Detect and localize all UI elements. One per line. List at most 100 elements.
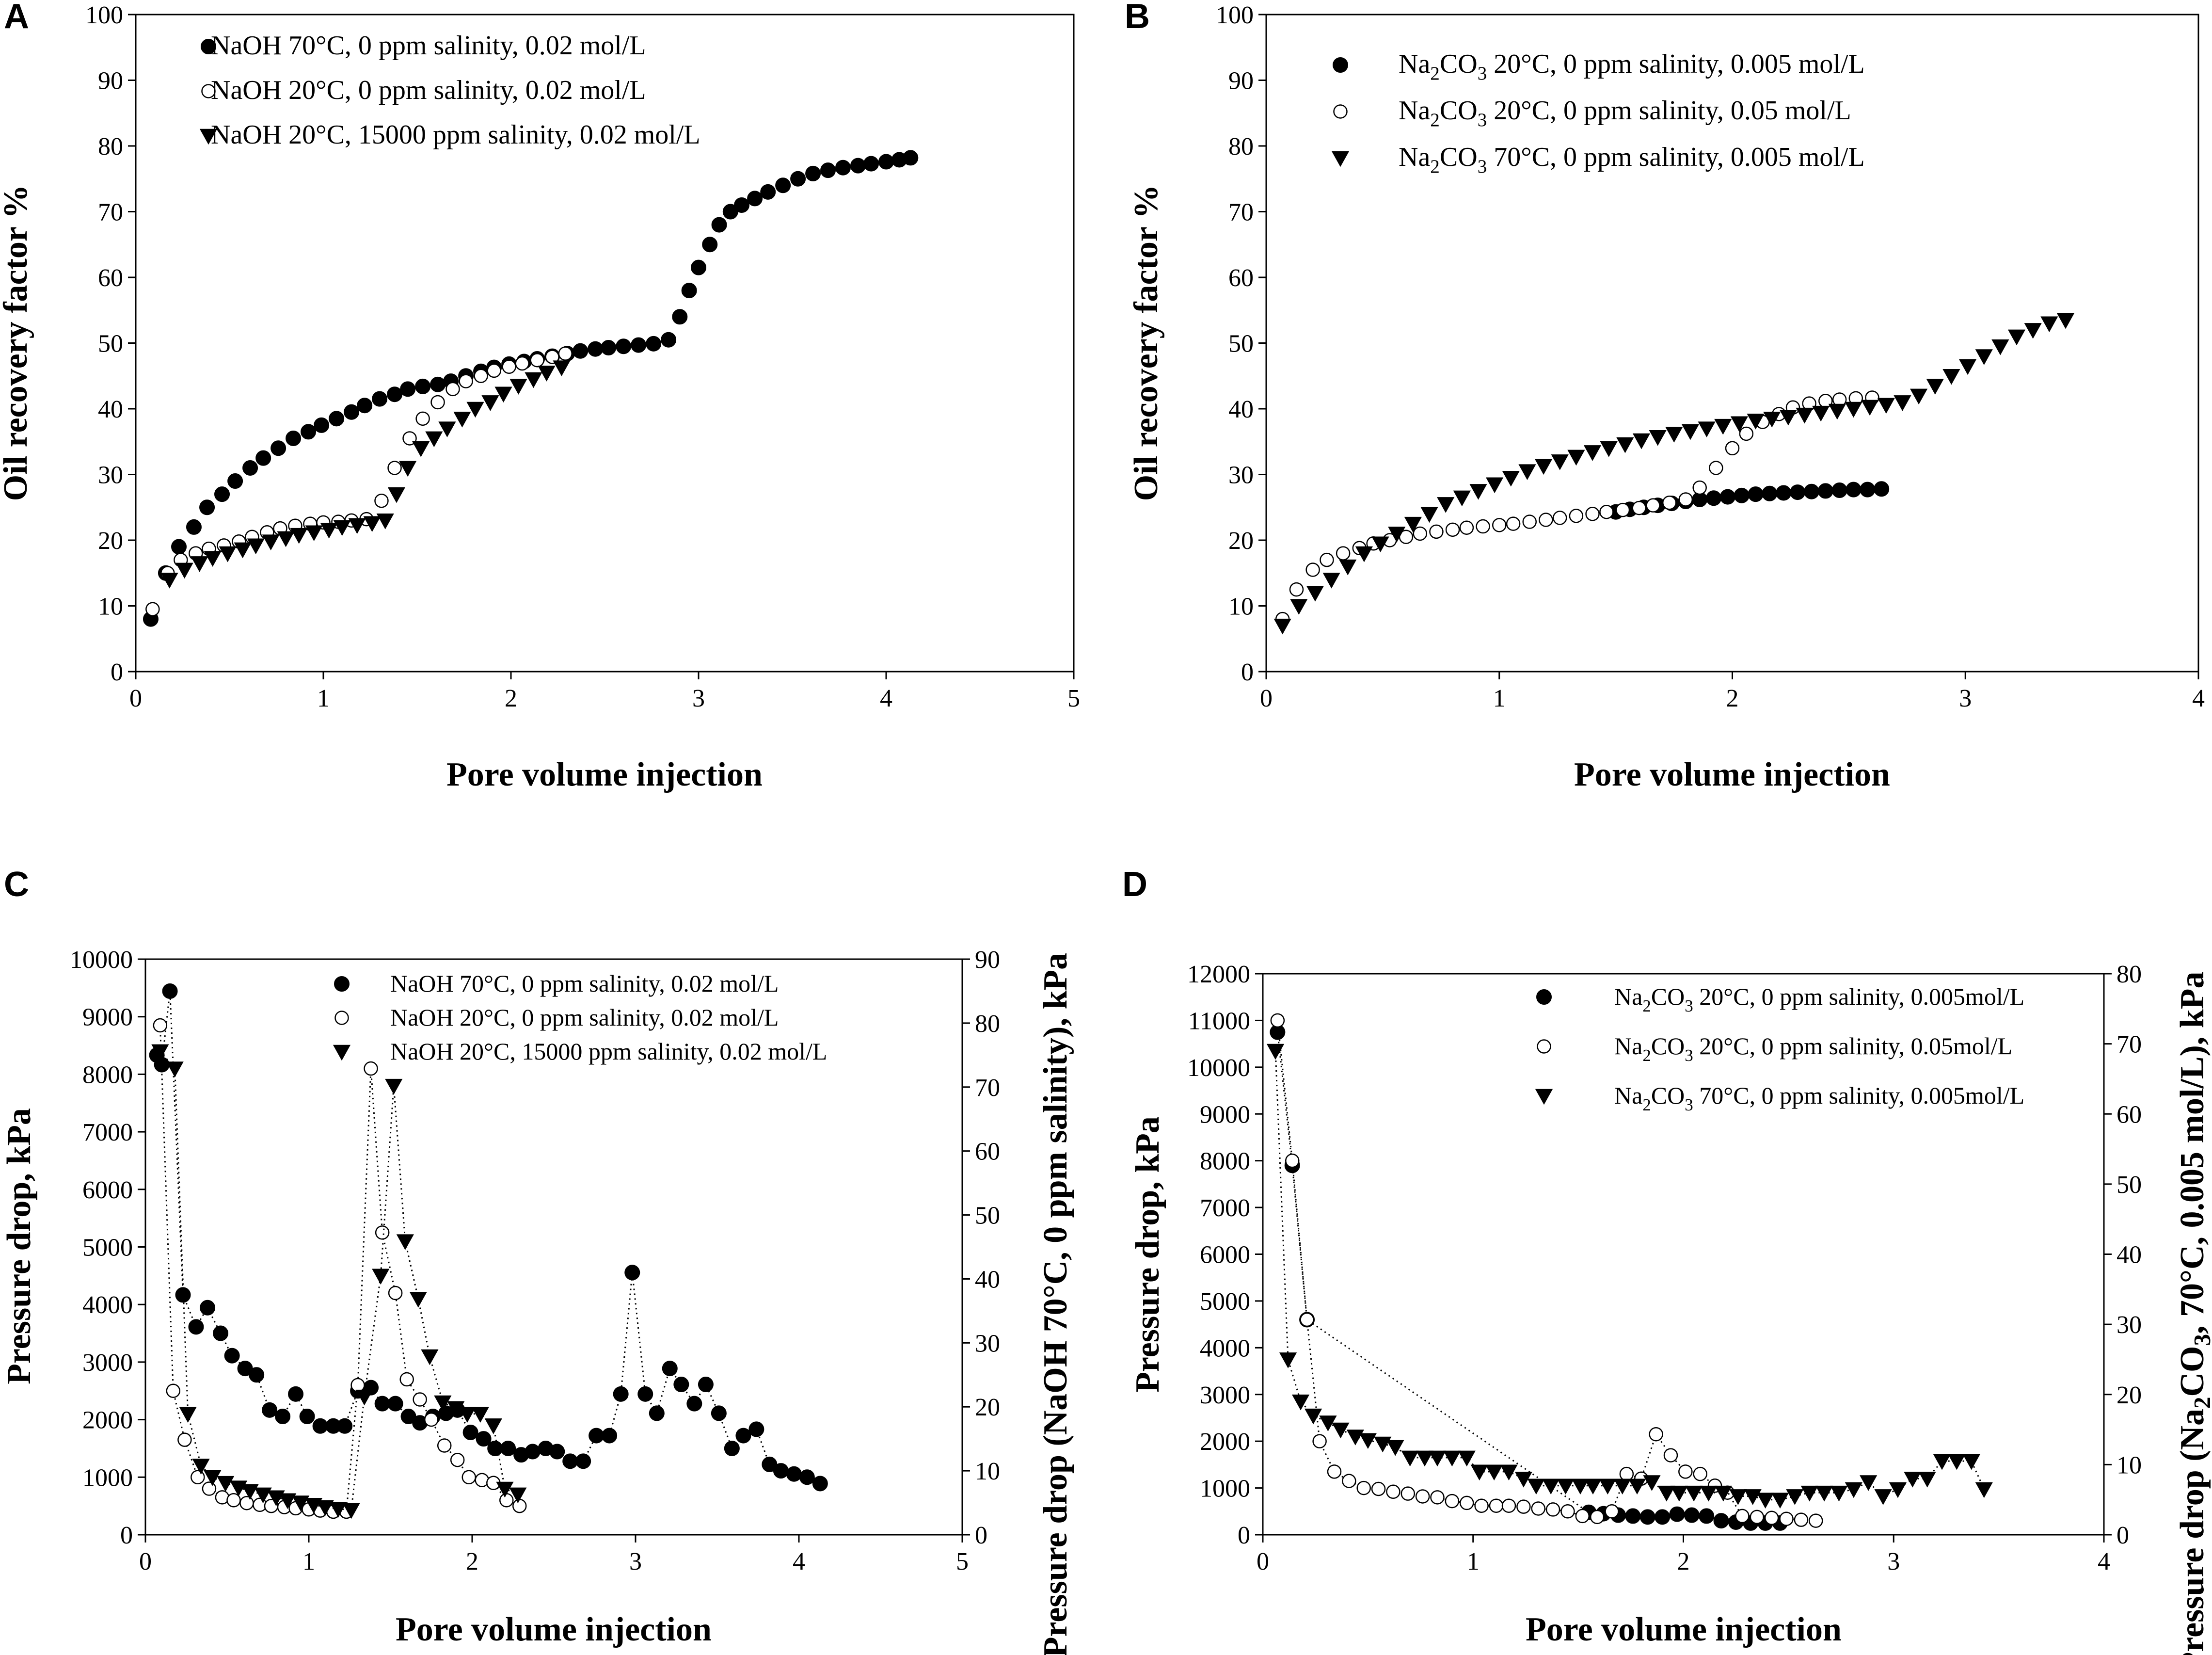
- data-point: [1926, 379, 1944, 395]
- data-point: [217, 1476, 235, 1492]
- data-point: [773, 1463, 789, 1479]
- data-point: [589, 1428, 605, 1444]
- data-point: [812, 1476, 828, 1492]
- legend-label: Na2CO3 70°C, 0 ppm salinity, 0.005mol/L: [1614, 1082, 2024, 1114]
- y-right-tick-label: 60: [975, 1138, 1000, 1166]
- legend: Na2CO3 20°C, 0 ppm salinity, 0.005mol/LN…: [1535, 983, 2024, 1114]
- data-point: [1861, 400, 1879, 416]
- data-point: [1416, 1450, 1434, 1467]
- data-point: [153, 1018, 168, 1033]
- data-point: [1584, 1478, 1602, 1495]
- x-axis-label: Pore volume injection: [446, 756, 763, 793]
- y-tick-label: 70: [98, 199, 123, 226]
- x-tick-label: 2: [466, 1548, 478, 1575]
- legend-label: Na2CO3 20°C, 0 ppm salinity, 0.005 mol/L: [1399, 49, 1865, 84]
- y-tick-label: 4000: [1200, 1334, 1250, 1362]
- data-point: [396, 1234, 414, 1250]
- series-connector-line: [159, 1050, 518, 1511]
- y-right-tick-label: 0: [2117, 1522, 2129, 1549]
- y-tick-label: 90: [1228, 67, 1254, 95]
- legend-label-part: CO: [1651, 1082, 1685, 1109]
- legend-label-part: CO: [1440, 96, 1478, 126]
- legend-marker: [1331, 151, 1350, 167]
- data-point: [1877, 398, 1895, 414]
- data-point: [1714, 418, 1732, 435]
- data-point: [290, 528, 308, 544]
- data-point: [192, 1459, 210, 1475]
- data-point: [1319, 1415, 1337, 1431]
- legend: Na2CO3 20°C, 0 ppm salinity, 0.005 mol/L…: [1331, 49, 1865, 177]
- data-point: [748, 1421, 764, 1437]
- data-point: [1657, 1485, 1675, 1502]
- x-tick-label: 4: [2192, 685, 2205, 712]
- data-point: [525, 372, 542, 388]
- data-point: [1796, 407, 1814, 424]
- data-point: [1714, 1485, 1733, 1502]
- data-point: [191, 556, 208, 572]
- data-point: [1764, 1510, 1779, 1526]
- data-point: [1794, 1512, 1809, 1527]
- data-point: [458, 1407, 476, 1423]
- data-point: [805, 165, 821, 181]
- data-point: [1779, 1511, 1794, 1526]
- y-right-axis-label-part: , 70°C, 0.005 mol/L), kPa: [2174, 972, 2211, 1334]
- data-point: [1845, 1482, 1862, 1498]
- data-point: [1874, 1489, 1892, 1505]
- y-tick-label: 10: [98, 593, 123, 621]
- data-point: [476, 1431, 492, 1447]
- data-point: [1730, 416, 1749, 433]
- data-point: [1279, 1352, 1297, 1368]
- data-point: [1476, 519, 1490, 534]
- data-point: [1371, 1481, 1386, 1496]
- y-right-tick-label: 10: [975, 1458, 1000, 1485]
- data-point: [1665, 427, 1683, 443]
- y-tick-label: 2000: [82, 1407, 133, 1434]
- legend-marker: [334, 976, 350, 992]
- x-tick-label: 1: [302, 1548, 315, 1575]
- y-right-tick-label: 0: [975, 1522, 987, 1549]
- legend-label-part: Na: [1399, 142, 1430, 172]
- data-point: [1904, 1472, 1922, 1488]
- data-point: [1445, 1494, 1460, 1509]
- data-point: [1860, 482, 1876, 498]
- y-tick-label: 11000: [1188, 1007, 1250, 1035]
- data-point: [1300, 1312, 1314, 1327]
- data-point: [421, 1349, 439, 1366]
- data-point: [1327, 1464, 1342, 1479]
- y-tick-label: 80: [98, 133, 123, 161]
- data-point: [1991, 339, 2009, 355]
- data-point: [1539, 513, 1553, 527]
- data-point: [337, 1418, 353, 1434]
- data-point: [613, 1386, 629, 1402]
- data-point: [333, 520, 351, 536]
- data-point: [661, 332, 677, 348]
- data-point: [1374, 1436, 1392, 1453]
- legend-label-part: Na: [1399, 96, 1430, 126]
- x-tick-label: 4: [2098, 1548, 2110, 1575]
- legend-label: Na2CO3 20°C, 0 ppm salinity, 0.05 mol/L: [1399, 96, 1851, 130]
- y-axis-label: Oil recovery factor %: [0, 185, 34, 501]
- legend-label-sub: 3: [1478, 156, 1487, 177]
- data-point: [227, 473, 243, 489]
- data-point: [484, 1418, 502, 1434]
- data-point: [562, 1453, 578, 1469]
- data-point: [1625, 1508, 1641, 1524]
- y-right-tick-label: 80: [2117, 961, 2142, 988]
- data-point: [1500, 1464, 1518, 1481]
- data-point: [388, 1285, 403, 1301]
- data-point: [1320, 552, 1334, 567]
- data-point: [1678, 1464, 1693, 1479]
- data-point: [376, 514, 394, 530]
- data-point: [186, 519, 202, 535]
- series-connector-line: [159, 1025, 520, 1513]
- data-point: [1501, 1498, 1516, 1513]
- data-point: [363, 516, 381, 532]
- y-right-axis-label-part: CO: [2174, 1346, 2211, 1397]
- data-point: [329, 411, 345, 427]
- data-point: [239, 1495, 254, 1510]
- legend-label-sub: 2: [1430, 156, 1440, 177]
- data-point: [747, 191, 763, 207]
- data-point: [242, 460, 258, 476]
- data-point: [255, 450, 271, 466]
